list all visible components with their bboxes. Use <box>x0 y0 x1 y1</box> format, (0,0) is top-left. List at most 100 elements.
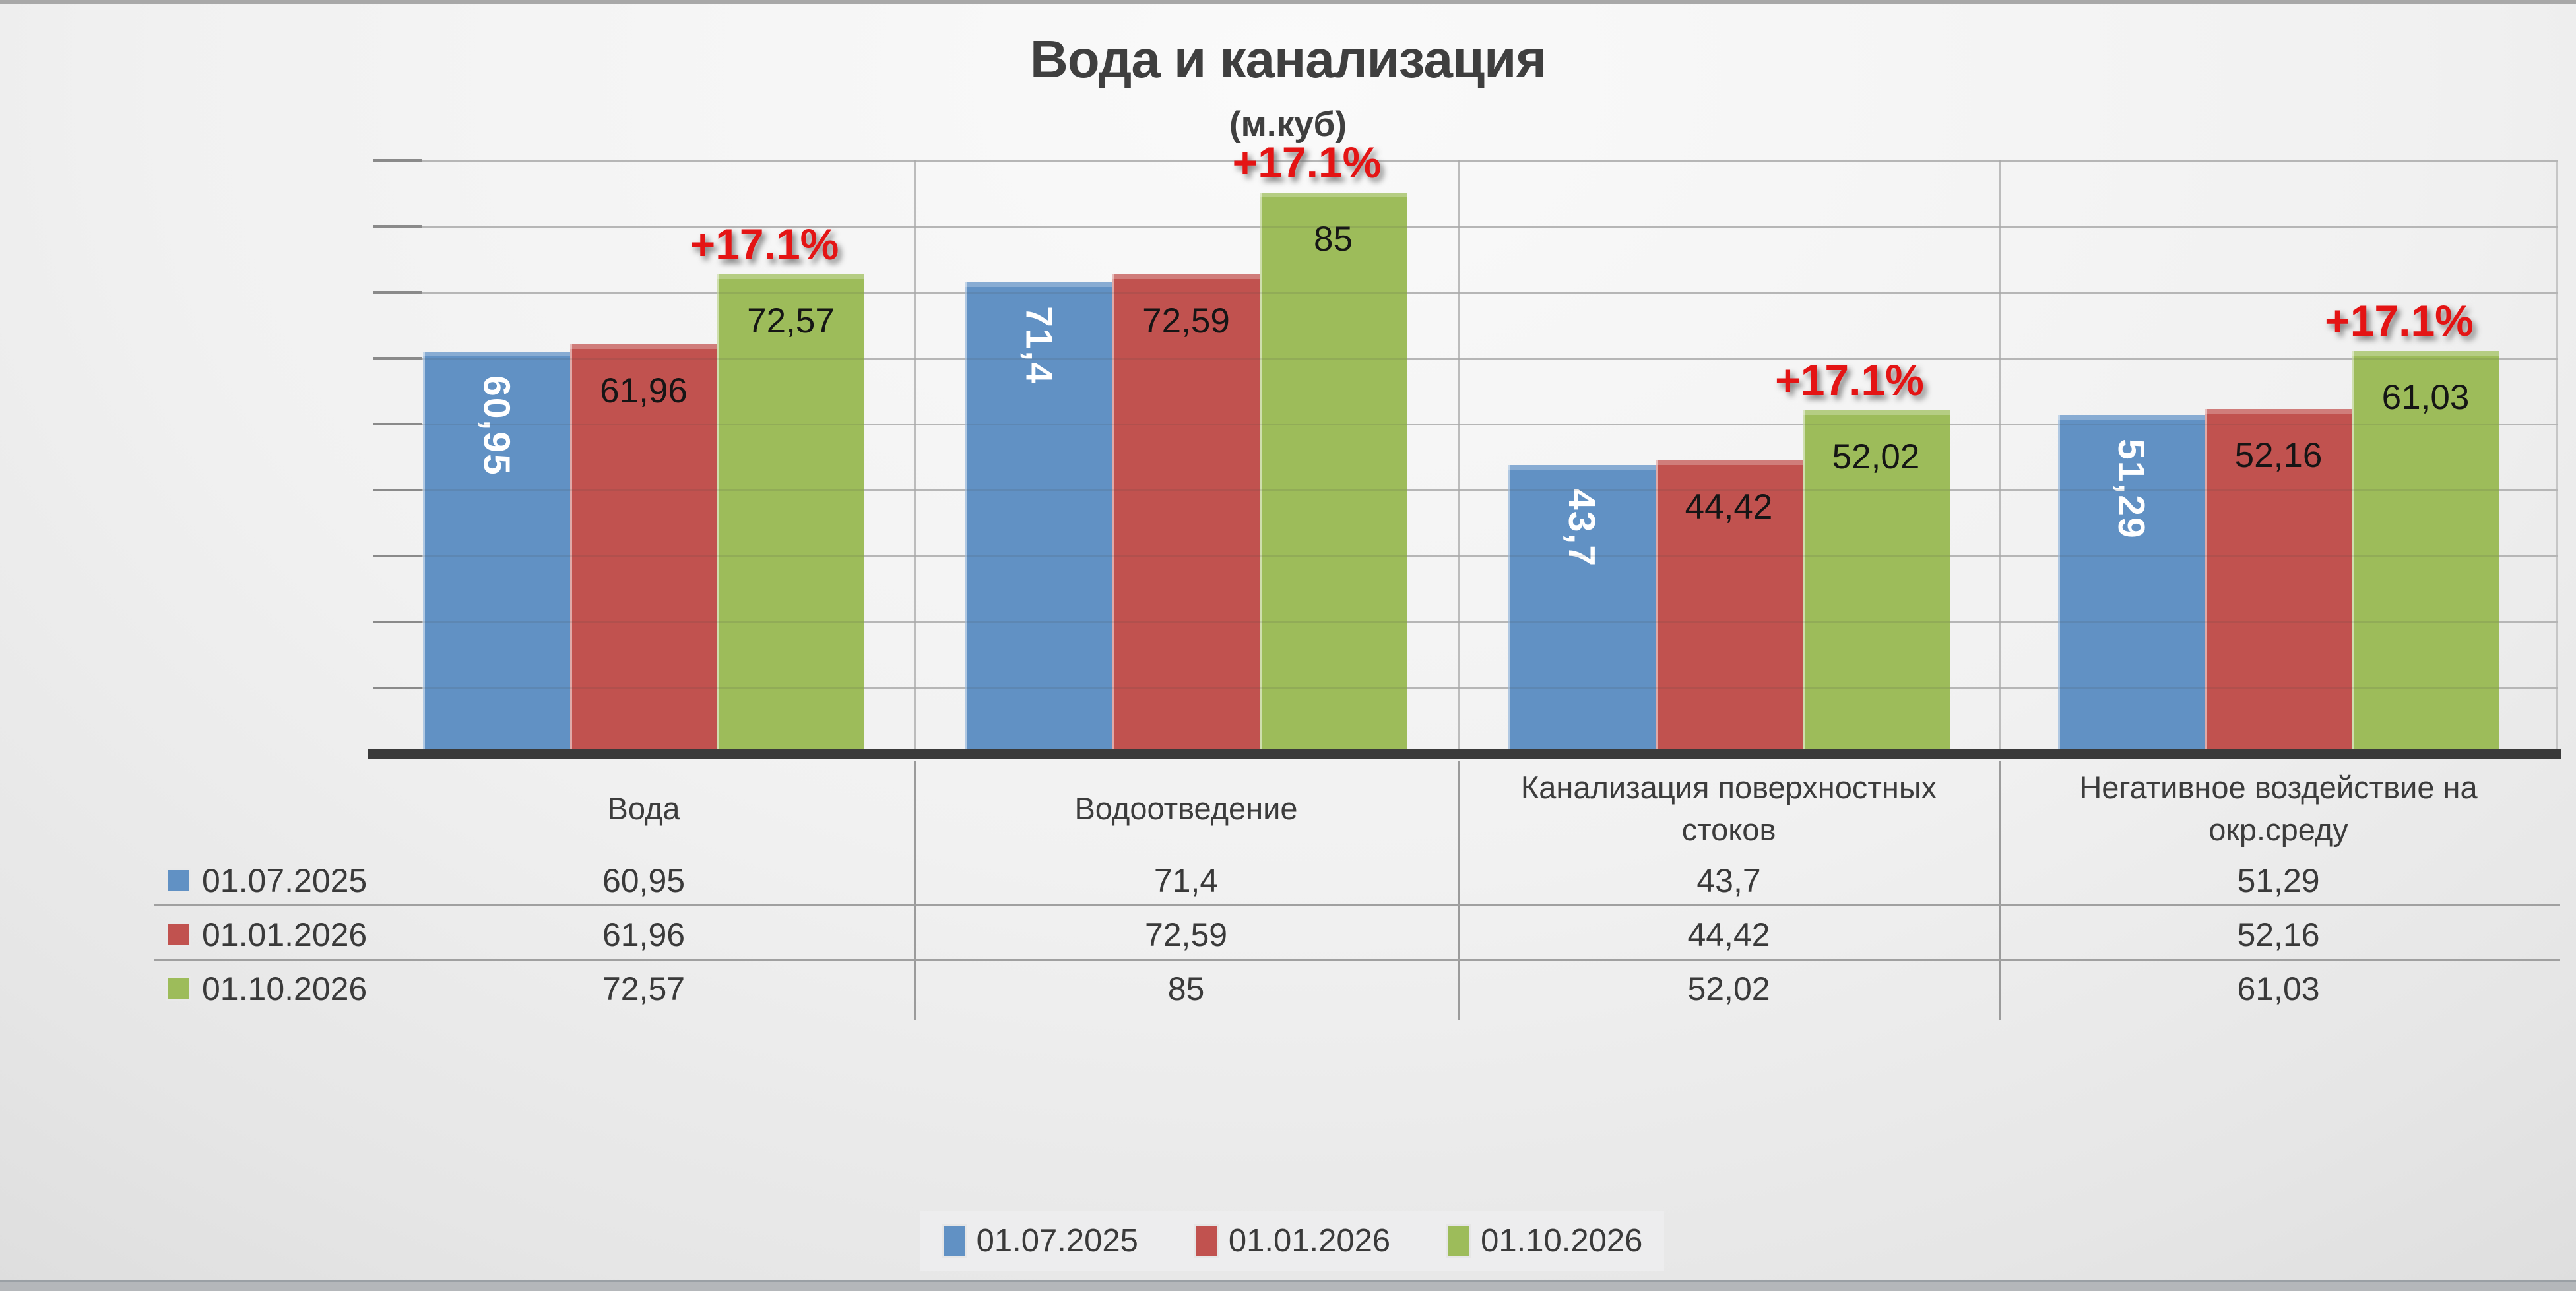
legend-swatch <box>941 1224 967 1258</box>
gridline-overlay <box>373 424 2558 425</box>
table-cell: 72,57 <box>602 970 686 1007</box>
bar-01.01.2026-4: 52,16 <box>2205 409 2352 753</box>
y-axis-tick <box>373 159 422 162</box>
series-swatch <box>166 868 191 893</box>
category-separator <box>1999 160 2001 753</box>
y-axis-tick <box>373 489 422 491</box>
table-row-separator <box>154 959 2560 961</box>
table-header-line: Вода <box>607 791 680 826</box>
y-axis-tick <box>373 357 422 360</box>
gridline-overlay <box>373 226 2558 228</box>
table-cell: 52,02 <box>1687 970 1770 1007</box>
slide-bottom-edge <box>0 1280 2576 1291</box>
table-row-separator <box>154 904 2560 906</box>
series-swatch <box>166 976 191 1001</box>
legend-label: 01.07.2025 <box>976 1223 1138 1259</box>
series-name: 01.01.2026 <box>202 916 368 953</box>
table-header-1: Вода <box>373 763 914 855</box>
table-cell: 72,59 <box>1144 916 1228 953</box>
bar-value-text: 43,7 <box>1561 489 1603 567</box>
gridline-overlay <box>373 292 2558 294</box>
bar-01.07.2025-1: 60,95 <box>423 351 570 753</box>
bar-value-label: 72,59 <box>1142 301 1230 341</box>
table-cell: 51,29 <box>2237 862 2320 899</box>
y-axis-tick <box>373 555 422 557</box>
gridline <box>373 292 2558 294</box>
bar-value-text: 60,95 <box>475 375 518 476</box>
legend-label: 01.01.2026 <box>1228 1223 1391 1259</box>
bar-01.01.2026-3: 44,42 <box>1655 460 1803 753</box>
table-header-line: Водоотведение <box>1074 791 1298 826</box>
bar-value-label: 71,4 <box>965 306 1112 385</box>
bar-01.07.2025-4: 51,29 <box>2057 415 2205 753</box>
legend-label: 01.10.2026 <box>1481 1223 1643 1259</box>
table-column-separator <box>914 761 916 1020</box>
growth-annotation: +17.1% <box>2325 296 2474 345</box>
table-header-line: Канализация поверхностных <box>1520 770 1937 805</box>
gridline <box>373 424 2558 425</box>
series-name: 01.07.2025 <box>202 862 368 899</box>
plot-right-border <box>2556 160 2558 753</box>
bar-value-label: 43,7 <box>1508 489 1656 567</box>
table-header-3: Канализация поверхностных стоков <box>1458 763 1999 855</box>
table-header-line: Негативное воздействие на <box>2079 770 2478 805</box>
growth-annotation: +17.1% <box>690 220 839 269</box>
gridline-overlay <box>373 358 2558 360</box>
table-cell: 43,7 <box>1696 862 1761 899</box>
gridline-overlay <box>373 621 2558 623</box>
y-axis-tick <box>373 621 422 623</box>
y-axis-tick <box>373 423 422 425</box>
legend-item-01.01.2026: 01.01.2026 <box>1193 1222 1391 1259</box>
table-cell: 71,4 <box>1153 862 1219 899</box>
bar-01.07.2025-3: 43,7 <box>1508 465 1656 753</box>
table-cell: 52,16 <box>2237 916 2320 953</box>
chart-subtitle: (м.куб) <box>1229 105 1347 144</box>
bar-value-text: 51,29 <box>2110 439 2152 540</box>
bar-value-label: 85 <box>1314 220 1353 259</box>
table-row-label-01.10.2026: 01.10.2026 <box>166 963 367 1015</box>
bar-01.10.2026-4: 61,03 <box>2352 350 2499 753</box>
y-axis-tick <box>373 291 422 294</box>
table-header-line: стоков <box>1681 812 1776 847</box>
bar-value-label: 52,16 <box>2234 436 2323 476</box>
slide-top-edge <box>0 0 2576 4</box>
bar-01.07.2025-2: 71,4 <box>965 282 1112 753</box>
gridline-overlay <box>373 555 2558 557</box>
bar-01.01.2026-1: 61,96 <box>570 344 717 753</box>
table-cell: 61,96 <box>602 916 686 953</box>
gridline-overlay <box>373 160 2558 162</box>
series-swatch <box>166 922 191 947</box>
table-header-4: Негативное воздействие на окр.среду <box>1999 763 2558 855</box>
table-row-label-01.07.2025: 01.07.2025 <box>166 855 367 906</box>
bar-01.10.2026-2: 85 <box>1260 193 1407 753</box>
growth-annotation: +17.1% <box>1775 355 1924 404</box>
gridline <box>373 555 2558 557</box>
table-header-2: Водоотведение <box>914 763 1458 855</box>
table-column-separator <box>1458 761 1460 1020</box>
bar-value-label: 61,03 <box>2381 377 2470 417</box>
bar-value-label: 61,96 <box>600 371 688 411</box>
table-header-line: окр.среду <box>2208 812 2348 847</box>
legend: 01.07.2025 01.01.2026 01.10.2026 <box>920 1211 1664 1271</box>
bar-01.10.2026-1: 72,57 <box>717 274 864 753</box>
gridline-overlay <box>373 687 2558 689</box>
table-column-separator <box>1999 761 2001 1020</box>
gridline-overlay <box>373 489 2558 491</box>
bar-value-label: 60,95 <box>423 375 570 476</box>
chart-title: Вода и канализация <box>1029 30 1547 88</box>
legend-item-01.10.2026: 01.10.2026 <box>1446 1222 1642 1259</box>
y-axis-tick <box>373 687 422 689</box>
bar-value-label: 51,29 <box>2058 439 2205 540</box>
plot-area: 60,95 61,96 72,57 +17.1% 71,4 72,59 85 +17.1% 43… <box>373 138 2558 753</box>
x-axis-line <box>368 749 2561 759</box>
gridline <box>373 358 2558 360</box>
table-cell: 85 <box>1167 970 1205 1007</box>
table-row-label-01.01.2026: 01.01.2026 <box>166 909 367 960</box>
category-separator <box>1458 160 1460 753</box>
bar-01.10.2026-3: 52,02 <box>1802 410 1950 753</box>
gridline <box>373 160 2558 162</box>
bar-value-text: 71,4 <box>1017 306 1060 385</box>
table-cell: 61,03 <box>2237 970 2320 1007</box>
